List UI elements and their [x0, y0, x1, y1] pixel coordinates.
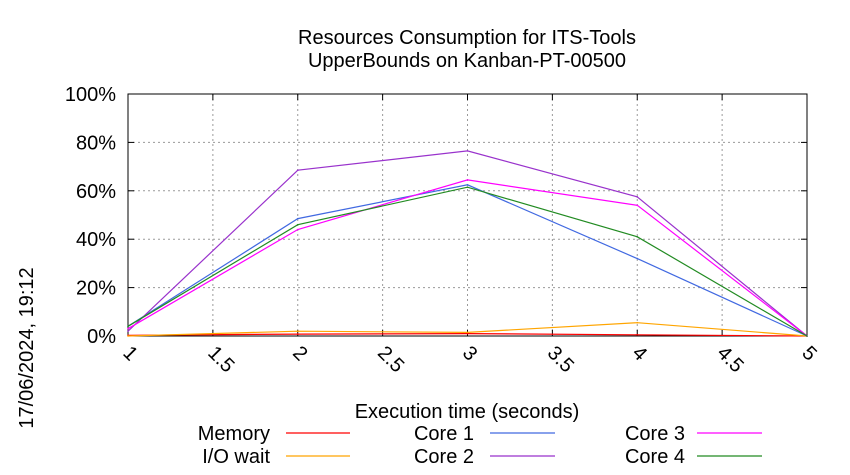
- data-point: [296, 217, 299, 220]
- timestamp-label: 17/06/2024, 19:12: [16, 267, 38, 428]
- data-point: [636, 257, 639, 260]
- series-line: [127, 150, 808, 337]
- data-point: [296, 223, 299, 226]
- legend-label: I/O wait: [202, 446, 270, 468]
- series-line: [127, 179, 808, 337]
- data-point: [466, 183, 469, 186]
- data-point: [466, 331, 469, 334]
- x-tick-label: 2.5: [373, 342, 408, 377]
- x-tick-label: 4: [628, 342, 651, 365]
- legend-label: Core 1: [414, 423, 474, 445]
- data-point: [127, 330, 129, 332]
- legend-label: Core 2: [414, 446, 474, 468]
- data-point: [636, 196, 639, 198]
- y-tick-label: 0%: [87, 326, 116, 348]
- data-point: [636, 204, 639, 207]
- data-point: [127, 327, 129, 330]
- x-axis-label: Execution time (seconds): [355, 401, 580, 423]
- data-point: [466, 186, 469, 188]
- data-point: [466, 150, 469, 152]
- data-point: [127, 335, 129, 337]
- x-tick-label: 1: [118, 342, 141, 365]
- x-tick-label: 4.5: [713, 342, 748, 377]
- data-point: [806, 335, 808, 337]
- y-tick-label: 60%: [76, 181, 116, 203]
- data-point: [636, 333, 639, 336]
- data-point: [296, 169, 299, 172]
- legend-label: Core 4: [625, 446, 685, 468]
- x-tick-label: 5: [797, 342, 820, 365]
- y-axis-ticks: 0% 20% 40% 60% 80% 100%: [65, 84, 807, 348]
- data-point: [636, 235, 639, 238]
- x-tick-label: 3.5: [543, 342, 578, 377]
- data-point: [296, 330, 299, 332]
- grid-lines: [128, 94, 807, 336]
- y-tick-label: 40%: [76, 229, 116, 251]
- legend-label: Memory: [198, 423, 270, 445]
- data-point: [466, 179, 469, 181]
- chart-subtitle: UpperBounds on Kanban-PT-00500: [308, 50, 626, 72]
- data-point: [636, 321, 639, 324]
- data-point: [466, 332, 469, 335]
- legend-label: Core 3: [625, 423, 685, 445]
- y-tick-label: 100%: [65, 84, 116, 106]
- x-tick-label: 3: [458, 342, 481, 365]
- chart-title: Resources Consumption for ITS-Tools: [298, 27, 636, 49]
- data-point: [127, 325, 129, 328]
- series-lines: [127, 150, 808, 337]
- data-point: [296, 228, 299, 231]
- y-tick-label: 20%: [76, 278, 116, 300]
- data-point: [296, 333, 299, 335]
- x-tick-label: 2: [288, 342, 311, 365]
- x-tick-label: 1.5: [203, 342, 238, 377]
- y-tick-label: 80%: [76, 132, 116, 154]
